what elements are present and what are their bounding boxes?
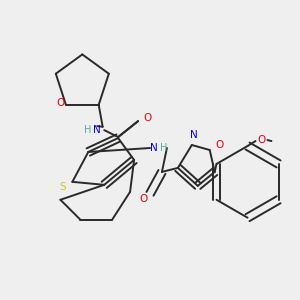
- Text: O: O: [139, 194, 147, 204]
- Text: S: S: [59, 182, 66, 192]
- Text: O: O: [216, 140, 224, 150]
- Text: H: H: [160, 143, 168, 153]
- Text: O: O: [257, 135, 266, 145]
- Text: O: O: [57, 98, 65, 108]
- Text: O: O: [143, 113, 151, 123]
- Text: N: N: [150, 143, 158, 153]
- Text: N: N: [93, 125, 101, 135]
- Text: N: N: [190, 130, 198, 140]
- Text: H: H: [84, 125, 91, 135]
